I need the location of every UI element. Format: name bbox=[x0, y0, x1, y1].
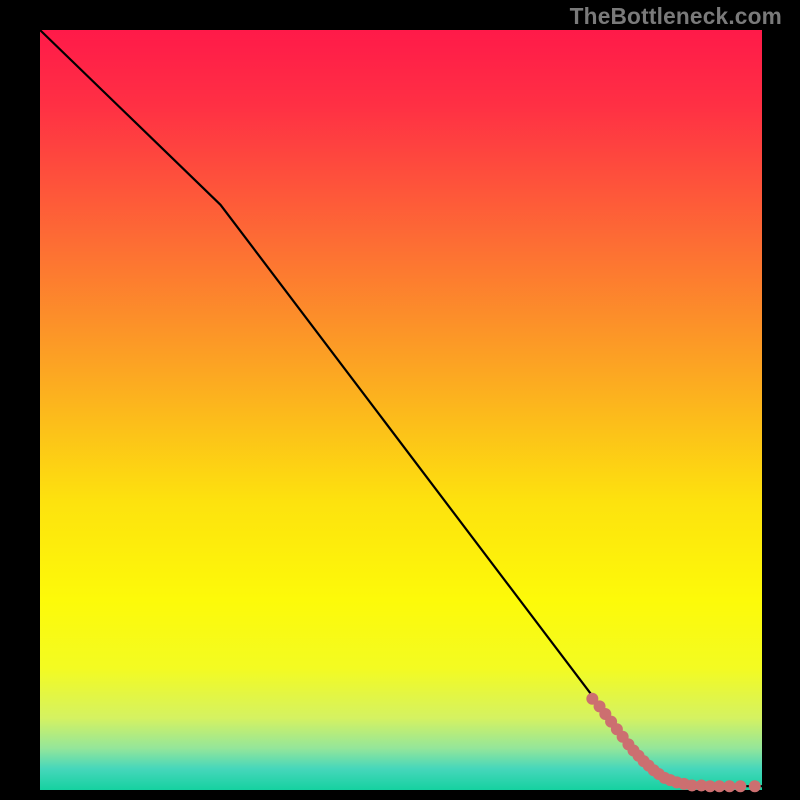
chart-canvas: TheBottleneck.com bbox=[0, 0, 800, 800]
watermark-label: TheBottleneck.com bbox=[570, 3, 782, 30]
plot-gradient-background bbox=[40, 30, 762, 790]
